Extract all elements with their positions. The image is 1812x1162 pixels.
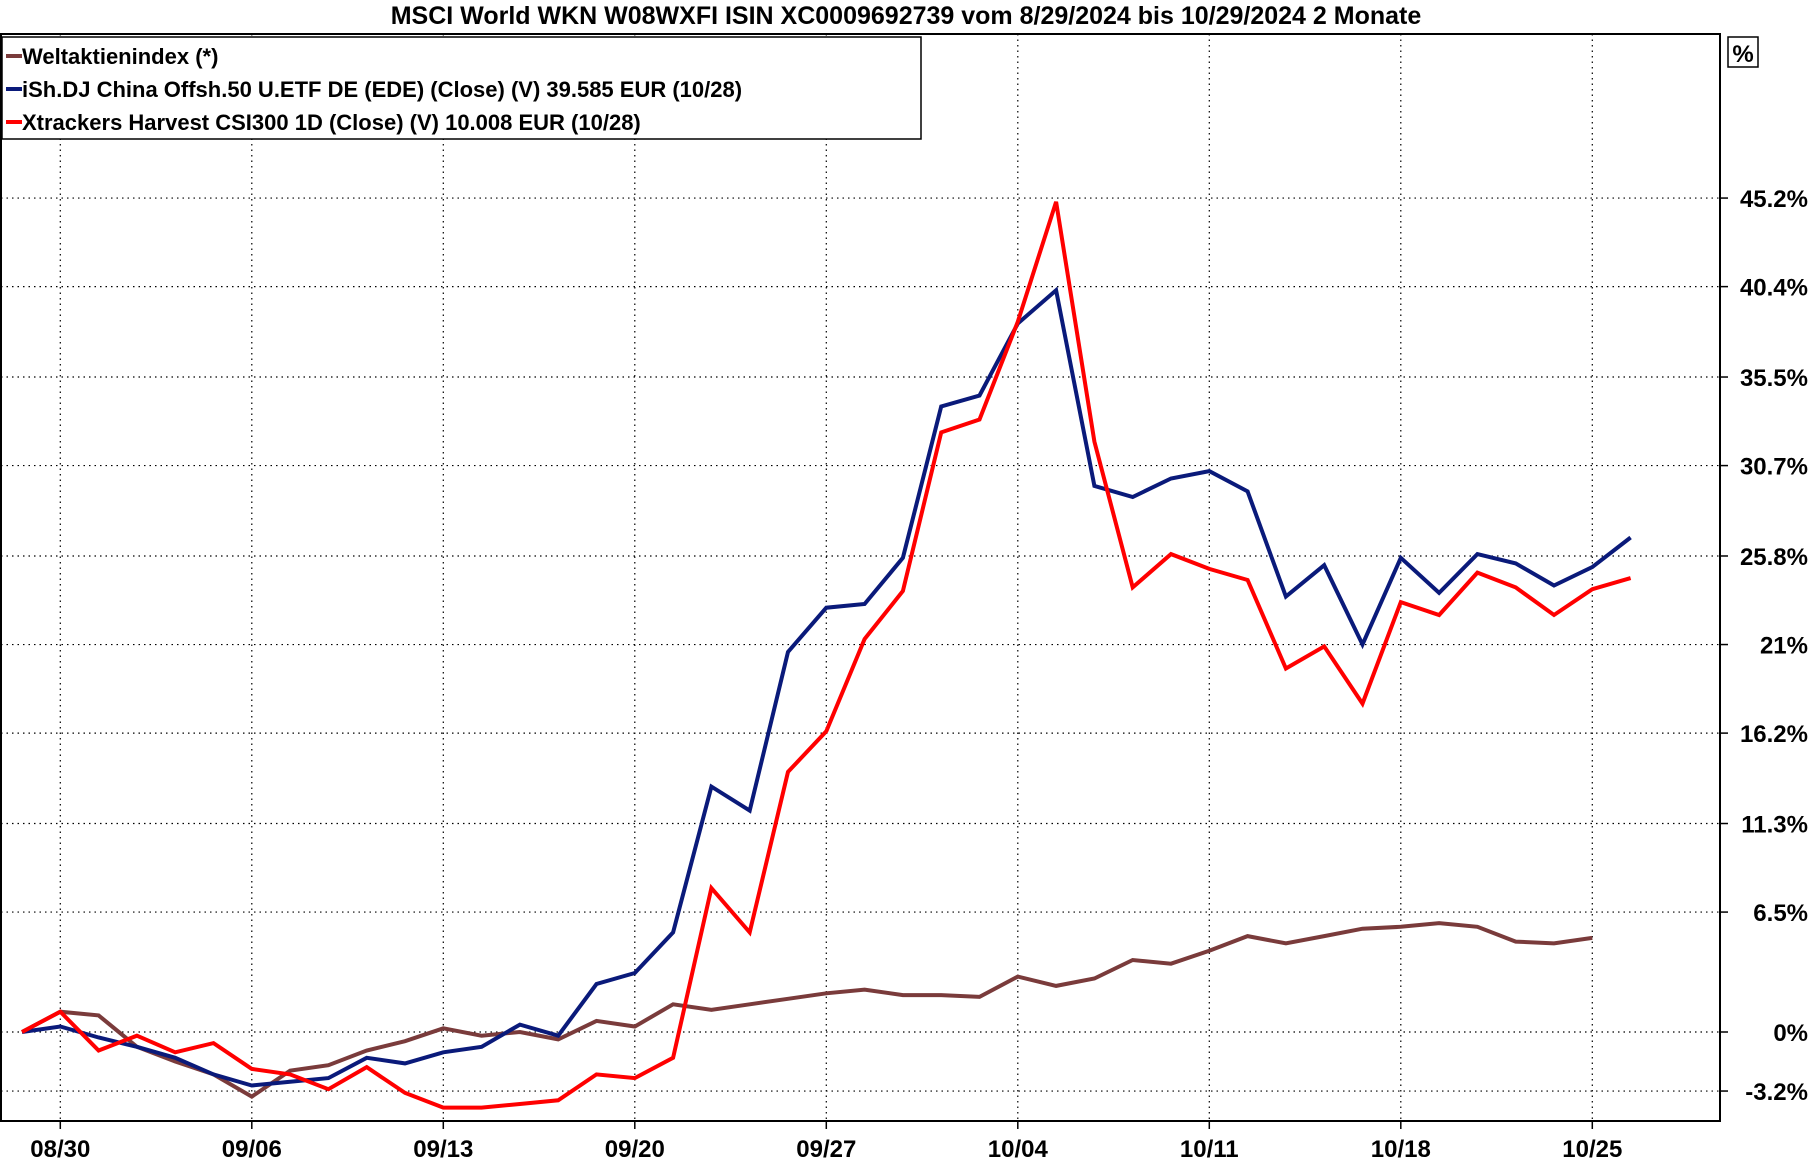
x-tick-label: 10/11	[1180, 1136, 1239, 1162]
y-tick-label: 16.2%	[1740, 721, 1808, 748]
y-unit-box: %	[1727, 36, 1759, 68]
x-tick-label: 08/30	[30, 1136, 90, 1162]
legend-box	[1, 36, 922, 140]
x-tick-label: 10/25	[1562, 1136, 1622, 1162]
plot-frame	[0, 33, 1721, 1122]
chart-title: MSCI World WKN W08WXFI ISIN XC0009692739…	[390, 2, 1422, 30]
grid	[1, 34, 1720, 1121]
y-tick-label: 30.7%	[1740, 454, 1808, 481]
y-tick-label: 45.2%	[1740, 186, 1808, 213]
y-tick-label: 11.3%	[1741, 812, 1808, 839]
x-tick-label: 10/18	[1371, 1136, 1431, 1162]
legend: Weltaktienindex (*) iSh.DJ China Offsh.50…	[1, 36, 922, 140]
y-tick-label: 6.5%	[1753, 900, 1808, 927]
x-tick-label: 09/06	[222, 1136, 282, 1162]
legend-entry: Xtrackers Harvest CSI300 1D (Close) (V) …	[22, 110, 641, 135]
y-tick-label: 21%	[1760, 633, 1808, 660]
axes: -3.2% 0% 6.5% 11.3% 16.2% 21% 25.8% 30.7% 35.5% 4…	[30, 186, 1808, 1162]
series-lines	[21, 201, 1632, 1110]
legend-entry: iSh.DJ China Offsh.50 U.ETF DE (EDE) (Cl…	[22, 77, 742, 102]
series-line-3	[21, 201, 1632, 1110]
y-tick-label: 40.4%	[1740, 275, 1808, 302]
x-tick-label: 09/27	[796, 1136, 856, 1162]
y-unit-label: %	[1732, 41, 1753, 68]
y-tick-label: 35.5%	[1740, 365, 1808, 392]
y-tick-label: -3.2%	[1745, 1079, 1808, 1106]
legend-entry: Weltaktienindex (*)	[22, 44, 218, 69]
x-tick-label: 09/13	[413, 1136, 473, 1162]
y-tick-label: 25.8%	[1740, 544, 1808, 571]
x-tick-label: 09/20	[605, 1136, 665, 1162]
x-tick-label: 10/04	[988, 1136, 1049, 1162]
series-line-2	[21, 286, 1632, 1088]
y-tick-label: 0%	[1773, 1020, 1808, 1047]
